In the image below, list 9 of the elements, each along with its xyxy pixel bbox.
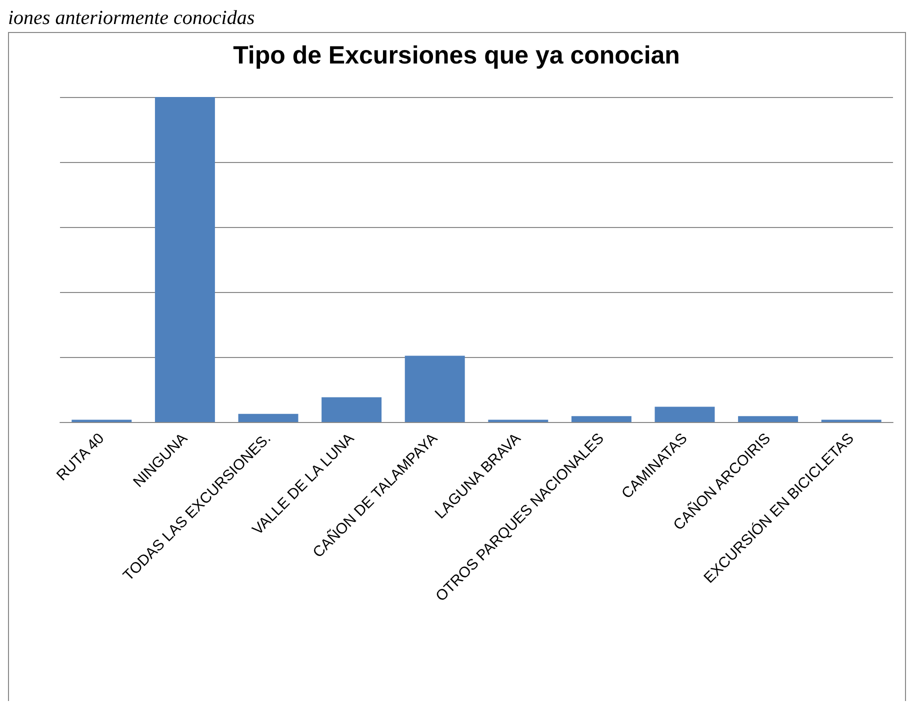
bar bbox=[238, 414, 298, 422]
bar bbox=[154, 97, 215, 422]
bar bbox=[654, 406, 715, 422]
text: iones anteriormente conocidas bbox=[8, 7, 255, 29]
bar bbox=[571, 416, 632, 422]
chart-title: Tipo de Excursiones que ya conocian bbox=[233, 42, 680, 70]
bar bbox=[404, 356, 465, 422]
bar bbox=[322, 397, 382, 422]
bar bbox=[738, 416, 798, 422]
